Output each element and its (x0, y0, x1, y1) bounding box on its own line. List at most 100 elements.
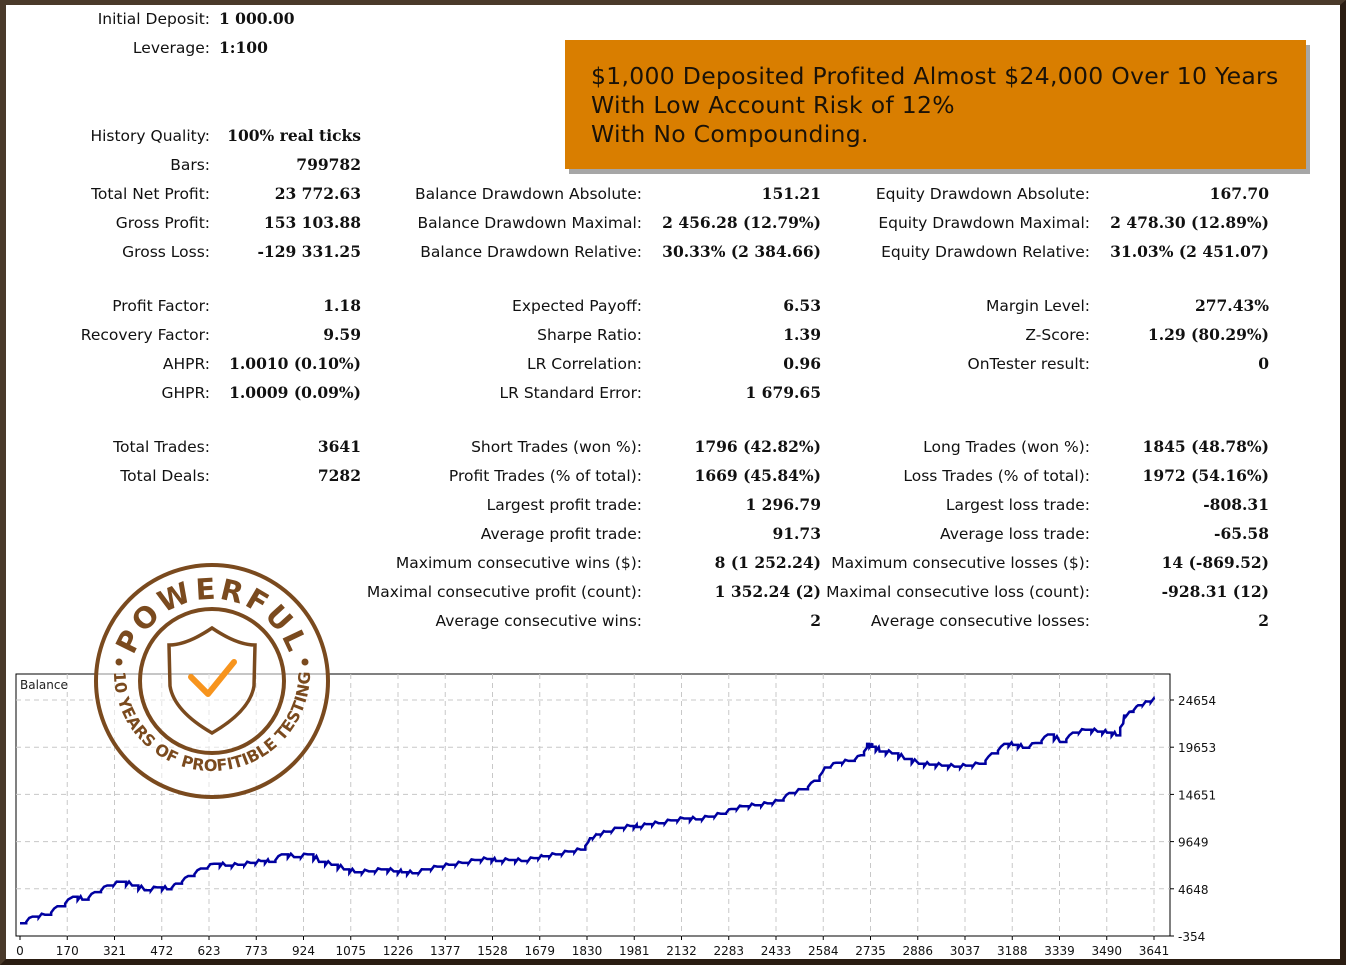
stat-value: 3641 (317, 437, 361, 456)
stat-row: Maximum consecutive losses ($): 14 (-869.… (0, 552, 1346, 574)
stat-label: Equity Drawdown Absolute: (875, 185, 1090, 203)
stat-value: 1.29 (80.29%) (1147, 325, 1269, 344)
stat-row: Largest loss trade: -808.31 (0, 494, 1346, 516)
y-tick-label: 14651 (1178, 788, 1216, 802)
stat-value: 2 456.28 (12.79%) (662, 213, 821, 232)
stat-label: Total Deals: (120, 467, 210, 485)
stat-value: 100% real ticks (227, 126, 361, 145)
stat-value: 8 (1 252.24) (714, 553, 821, 572)
x-tick-label: 3490 (1091, 944, 1122, 958)
y-tick-label: 4648 (1178, 883, 1209, 897)
stat-row: Balance Drawdown Maximal: 2 456.28 (12.79… (0, 212, 1346, 234)
stat-label: Profit Factor: (112, 297, 210, 315)
stat-row: LR Standard Error: 1 679.65 (0, 382, 1346, 404)
x-tick-label: 1377 (430, 944, 461, 958)
x-tick-label: 2886 (902, 944, 933, 958)
stat-label: Bars: (170, 156, 210, 174)
stat-row: Long Trades (won %): 1845 (48.78%) (0, 436, 1346, 458)
stat-label: Largest loss trade: (945, 496, 1090, 514)
stat-label: History Quality: (90, 127, 210, 145)
shield-icon (167, 625, 257, 736)
stat-row: Maximal consecutive loss (count): -928.31… (0, 581, 1346, 603)
stat-label: AHPR: (162, 355, 210, 373)
stat-label: Balance Drawdown Absolute: (415, 185, 642, 203)
x-tick-label: 2433 (761, 944, 792, 958)
stat-row: AHPR: 1.0010 (0.10%) (0, 353, 1346, 375)
stat-row: Gross Profit: 153 103.88 (0, 212, 1346, 234)
stat-value: 277.43% (1194, 296, 1269, 315)
initial-deposit-label: Initial Deposit: (97, 10, 210, 28)
stat-label: Equity Drawdown Relative: (881, 243, 1090, 261)
x-tick-label: 0 (16, 944, 24, 958)
stat-label: Balance Drawdown Relative: (420, 243, 642, 261)
stat-label: Maximal consecutive profit (count): (366, 583, 642, 601)
banner-line-3: With No Compounding. (591, 120, 869, 148)
stat-value: 2 478.30 (12.89%) (1110, 213, 1269, 232)
stat-value: 1 679.65 (745, 383, 821, 402)
banner-line-1: $1,000 Deposited Profited Almost $24,000… (591, 62, 1279, 90)
stat-label: Largest profit trade: (486, 496, 642, 514)
stat-value: 7282 (317, 466, 361, 485)
stat-label: Equity Drawdown Maximal: (878, 214, 1090, 232)
x-tick-label: 1075 (335, 944, 366, 958)
y-tick-label: 19653 (1178, 741, 1216, 755)
stat-label: Loss Trades (% of total): (903, 467, 1090, 485)
stat-row: Equity Drawdown Maximal: 2 478.30 (12.89%… (0, 212, 1346, 234)
stat-label: Z-Score: (1025, 326, 1090, 344)
stat-value: -129 331.25 (257, 242, 361, 261)
y-tick-label: -354 (1178, 930, 1205, 944)
stat-label: Short Trades (won %): (471, 438, 642, 456)
checkmark-icon (188, 659, 237, 697)
stat-value: 6.53 (783, 296, 821, 315)
stat-row: Z-Score: 1.29 (80.29%) (0, 324, 1346, 346)
x-tick-label: 472 (150, 944, 173, 958)
stat-row: Equity Drawdown Absolute: 167.70 (0, 183, 1346, 205)
stat-row: Short Trades (won %): 1796 (42.82%) (0, 436, 1346, 458)
badge-outer-ring (94, 563, 330, 799)
stat-label: Total Trades: (113, 438, 210, 456)
stat-row: Loss Trades (% of total): 1972 (54.16%) (0, 465, 1346, 487)
stat-row: Balance Drawdown Absolute: 151.21 (0, 183, 1346, 205)
stat-value: 30.33% (2 384.66) (662, 242, 821, 261)
balance-series-line (20, 695, 1156, 925)
x-tick-label: 2283 (713, 944, 744, 958)
stat-row: Profit Factor: 1.18 (0, 295, 1346, 317)
x-tick-label: 924 (292, 944, 315, 958)
x-tick-label: 321 (103, 944, 126, 958)
stat-row: Margin Level: 277.43% (0, 295, 1346, 317)
chart-title: Balance (20, 678, 68, 692)
stat-row: Bars: 799782 (0, 154, 1346, 176)
stat-row: Profit Trades (% of total): 1669 (45.84%) (0, 465, 1346, 487)
promo-banner: $1,000 Deposited Profited Almost $24,000… (565, 40, 1306, 169)
badge-dot-left (115, 658, 123, 666)
stat-value: 9.59 (323, 325, 361, 344)
stat-row: Total Net Profit: 23 772.63 (0, 183, 1346, 205)
stat-value: -808.31 (1203, 495, 1269, 514)
stat-label: GHPR: (161, 384, 210, 402)
stat-label: Total Net Profit: (91, 185, 210, 203)
stat-row: Maximum consecutive wins ($): 8 (1 252.24… (0, 552, 1346, 574)
y-tick-label: 9649 (1178, 836, 1209, 850)
badge-inner-ring (138, 607, 286, 755)
stat-value: 153 103.88 (263, 213, 361, 232)
stat-value: 167.70 (1209, 184, 1269, 203)
x-tick-label: 1528 (477, 944, 508, 958)
stat-label: Average consecutive losses: (870, 612, 1090, 630)
leverage-label: Leverage: (132, 39, 210, 57)
stat-row: Total Trades: 3641 (0, 436, 1346, 458)
powerful-badge: POWERFUL 10 YEARS OF PROFITIBLE TESTING (94, 563, 330, 799)
stat-value: 2 (810, 611, 821, 630)
stat-value: 23 772.63 (274, 184, 361, 203)
stat-label: Recovery Factor: (80, 326, 210, 344)
stat-row: Largest profit trade: 1 296.79 (0, 494, 1346, 516)
stat-row: Total Deals: 7282 (0, 465, 1346, 487)
x-tick-label: 1226 (383, 944, 414, 958)
stat-label: Balance Drawdown Maximal: (417, 214, 642, 232)
stat-label: Gross Loss: (122, 243, 210, 261)
stat-value: 1 296.79 (745, 495, 821, 514)
x-tick-label: 623 (198, 944, 221, 958)
stat-label: Maximal consecutive loss (count): (826, 583, 1090, 601)
stat-row: Equity Drawdown Relative: 31.03% (2 451.0… (0, 241, 1346, 263)
stat-row: LR Correlation: 0.96 (0, 353, 1346, 375)
stat-label: Expected Payoff: (512, 297, 642, 315)
